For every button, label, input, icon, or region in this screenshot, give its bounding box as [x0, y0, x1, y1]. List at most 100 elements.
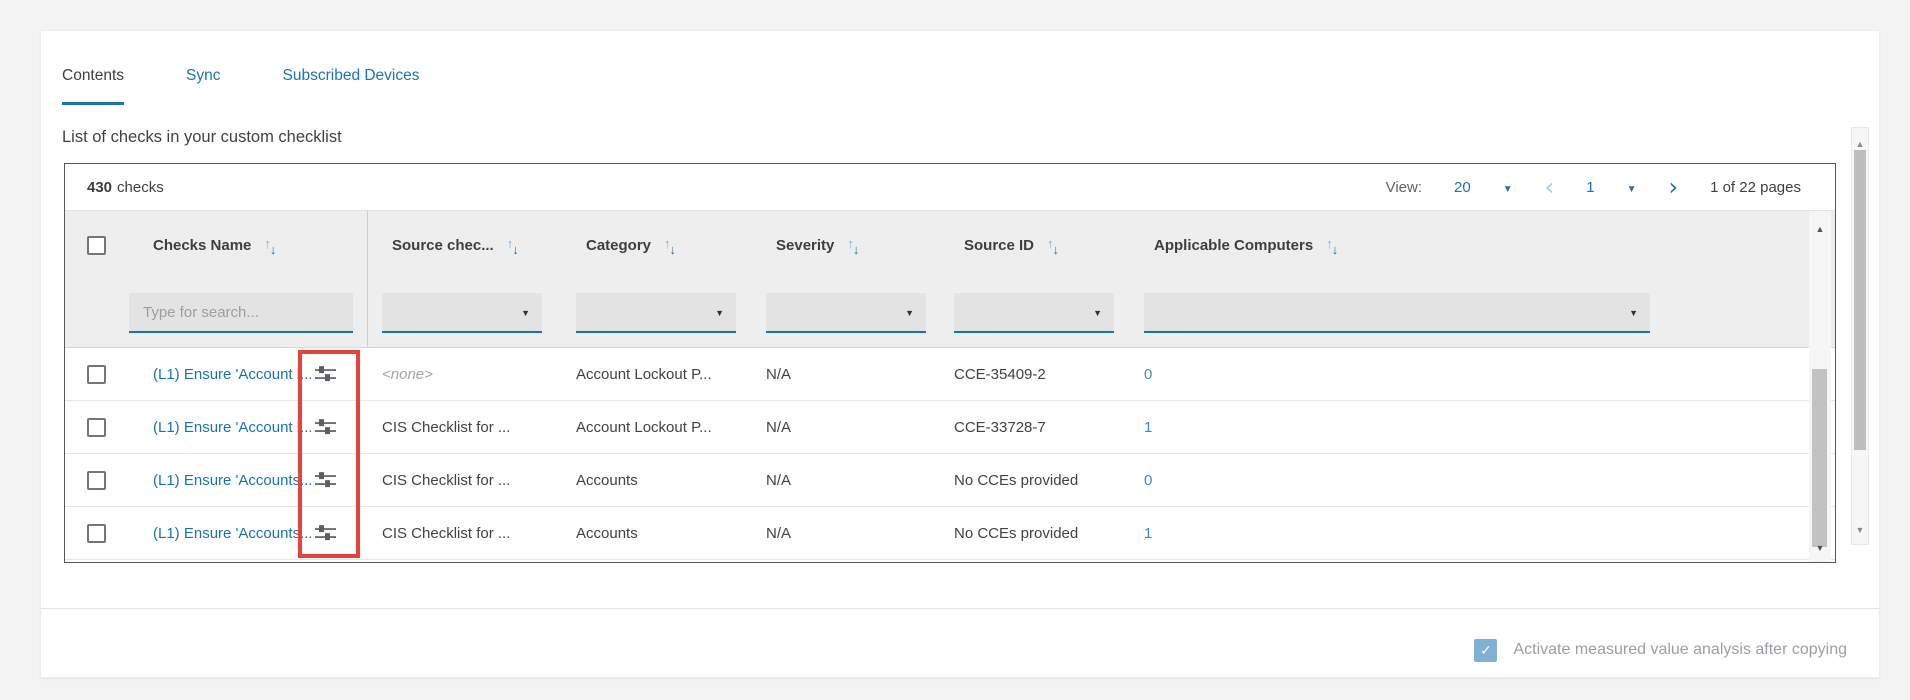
severity-cell: N/A: [766, 418, 792, 436]
check-name-link[interactable]: (L1) Ensure 'Accounts...: [153, 471, 311, 489]
filter-category-cell: [562, 279, 752, 347]
col-applicable-computers: Applicable Computers: [1130, 211, 1807, 279]
page-size-value[interactable]: 20: [1454, 178, 1471, 196]
chevron-down-icon: [715, 303, 724, 321]
check-name-link[interactable]: (L1) Ensure 'Account l...: [153, 365, 311, 383]
current-page-value[interactable]: 1: [1586, 178, 1595, 196]
filter-name-cell: [127, 279, 368, 347]
col-source-checklist: Source chec...: [368, 211, 562, 279]
footer-options: Activate measured value analysis after c…: [1474, 631, 1847, 669]
sort-icon[interactable]: [664, 239, 676, 252]
row-checkbox[interactable]: [86, 470, 106, 490]
checks-count-label: checks: [117, 178, 164, 196]
source-cell: <none>: [382, 365, 433, 383]
table-row: (L1) Ensure 'Accounts... CIS Checklist f…: [65, 454, 1835, 507]
category-cell: Accounts: [576, 471, 638, 489]
checks-table: 430 checks View: 20 ‹ 1 › 1 of 22 pages: [64, 163, 1836, 563]
page-size-caret-icon[interactable]: [1503, 179, 1513, 196]
next-page-icon[interactable]: ›: [1668, 173, 1679, 201]
computers-count-link[interactable]: 1: [1144, 418, 1153, 436]
check-name-link[interactable]: (L1) Ensure 'Account l...: [153, 418, 311, 436]
checks-count: 430: [87, 178, 113, 196]
table-vertical-scrollbar[interactable]: [1809, 211, 1831, 562]
col-source-id: Source ID: [940, 211, 1130, 279]
sort-icon[interactable]: [847, 239, 859, 252]
table-header-row: Checks Name Source chec... Category Seve…: [65, 211, 1835, 279]
scrollbar-thumb[interactable]: [1854, 150, 1866, 450]
tune-sliders-icon[interactable]: [315, 525, 336, 542]
category-cell: Account Lockout P...: [576, 365, 712, 383]
computers-count-link[interactable]: 1: [1144, 524, 1153, 542]
tune-sliders-icon[interactable]: [315, 366, 336, 383]
page-select-caret-icon[interactable]: [1627, 179, 1637, 196]
tab-subscribed-devices[interactable]: Subscribed Devices: [282, 67, 420, 84]
row-checkbox[interactable]: [86, 417, 106, 437]
sort-icon[interactable]: [264, 239, 276, 252]
computers-filter-select[interactable]: [1144, 293, 1650, 333]
computers-cell: 0: [1130, 348, 1807, 400]
filter-source-id-cell: [940, 279, 1130, 347]
tab-sync[interactable]: Sync: [186, 67, 221, 84]
computers-cell: 1: [1130, 507, 1807, 559]
col-source-checklist-label: Source chec...: [392, 236, 494, 254]
source-filter-select[interactable]: [382, 293, 542, 333]
scrollbar-thumb[interactable]: [1812, 369, 1827, 547]
source-id-filter-select[interactable]: [954, 293, 1114, 333]
table-row: (L1) Ensure 'Account l... <none> Account…: [65, 348, 1835, 401]
page-vertical-scrollbar[interactable]: [1851, 127, 1869, 545]
severity-filter-select[interactable]: [766, 293, 926, 333]
table-row: (L1) Ensure 'Account l... CIS Checklist …: [65, 401, 1835, 454]
source-id-cell: CCE-33728-7: [954, 418, 1046, 436]
scroll-down-icon[interactable]: [1809, 538, 1831, 556]
search-input[interactable]: [129, 293, 353, 333]
col-source-id-label: Source ID: [964, 236, 1035, 254]
col-applicable-computers-label: Applicable Computers: [1154, 236, 1314, 254]
checkmark-icon: [1480, 642, 1492, 659]
scroll-down-icon[interactable]: [1852, 520, 1868, 538]
table-toolbar: 430 checks View: 20 ‹ 1 › 1 of 22 pages: [65, 164, 1835, 211]
tune-sliders-icon[interactable]: [315, 419, 336, 436]
col-checks-name-label: Checks Name: [153, 236, 252, 254]
row-checkbox[interactable]: [86, 523, 106, 543]
checklist-panel: Contents Sync Subscribed Devices List of…: [40, 30, 1880, 678]
filter-severity-cell: [752, 279, 940, 347]
computers-cell: 1: [1130, 401, 1807, 453]
col-severity-label: Severity: [776, 236, 835, 254]
chevron-down-icon: [1093, 303, 1102, 321]
tab-contents[interactable]: Contents: [62, 67, 125, 105]
scroll-up-icon[interactable]: [1809, 219, 1831, 237]
view-label: View:: [1385, 178, 1423, 196]
sort-icon[interactable]: [1326, 239, 1338, 252]
sort-icon[interactable]: [1047, 239, 1059, 252]
chevron-down-icon: [521, 303, 530, 321]
computers-cell: 0: [1130, 454, 1807, 506]
header-checkbox-cell: [65, 211, 127, 279]
category-filter-select[interactable]: [576, 293, 736, 333]
table-filter-row: [65, 279, 1835, 348]
source-cell: CIS Checklist for ...: [382, 471, 511, 489]
activate-analysis-label: Activate measured value analysis after c…: [1513, 641, 1847, 658]
row-checkbox[interactable]: [86, 364, 106, 384]
source-cell: CIS Checklist for ...: [382, 524, 511, 542]
filter-checkbox-cell: [65, 279, 127, 347]
source-cell: CIS Checklist for ...: [382, 418, 511, 436]
computers-count-link[interactable]: 0: [1144, 471, 1153, 489]
severity-cell: N/A: [766, 471, 792, 489]
activate-analysis-checkbox[interactable]: [1474, 638, 1498, 662]
severity-cell: N/A: [766, 524, 792, 542]
computers-count-link[interactable]: 0: [1144, 365, 1153, 383]
source-id-cell: No CCEs provided: [954, 471, 1079, 489]
select-all-checkbox[interactable]: [86, 235, 106, 255]
prev-page-icon[interactable]: ‹: [1544, 173, 1555, 201]
chevron-down-icon: [905, 303, 914, 321]
col-checks-name: Checks Name: [127, 211, 368, 279]
filter-source-cell: [368, 279, 562, 347]
filter-computers-cell: [1130, 279, 1807, 347]
tune-sliders-icon[interactable]: [315, 472, 336, 489]
table-row: (L1) Ensure 'Accounts... CIS Checklist f…: [65, 507, 1835, 560]
check-name-link[interactable]: (L1) Ensure 'Accounts...: [153, 524, 311, 542]
col-severity: Severity: [752, 211, 940, 279]
category-cell: Account Lockout P...: [576, 418, 712, 436]
sort-icon[interactable]: [507, 239, 519, 252]
